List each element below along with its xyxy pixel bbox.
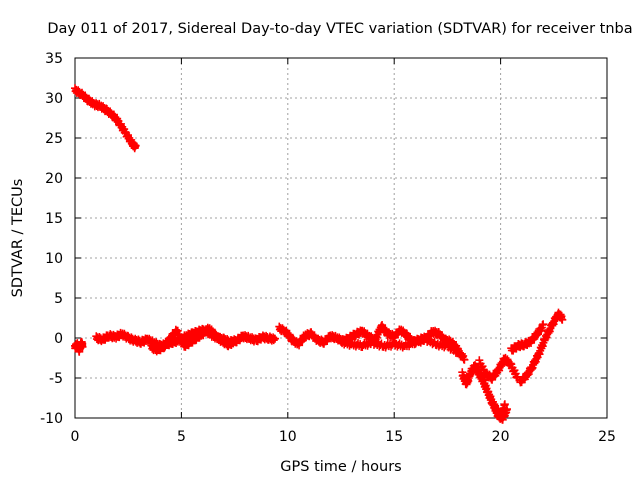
y-tick-label: 5 (54, 291, 63, 307)
data-point (539, 320, 548, 329)
x-tick-label: 5 (177, 429, 186, 445)
series-start-cluster (71, 337, 87, 356)
y-tick-label: 30 (45, 91, 63, 107)
data-point (500, 400, 509, 409)
axis-ticks: 0 5 10 15 20 25 -10 -5 0 5 10 15 20 25 30 35 (40, 51, 616, 445)
series-early-decline (71, 84, 140, 153)
x-tick-label: 0 (71, 429, 80, 445)
data-point (230, 337, 239, 346)
y-tick-label: 10 (45, 251, 63, 267)
series-dip-trace-d (507, 320, 548, 355)
series-recovery-trace (515, 308, 567, 387)
y-tick-label: -10 (40, 411, 63, 427)
data-points (71, 84, 567, 424)
series-main-trace-d (337, 334, 469, 364)
y-tick-label: 25 (45, 131, 63, 147)
grid-lines (75, 58, 607, 418)
data-point (131, 141, 140, 150)
series-dip-trace-c (490, 400, 511, 424)
data-point (502, 405, 511, 414)
y-axis-label: SDTVAR / TECUs (10, 179, 26, 298)
plot-area-frame (74, 57, 608, 419)
x-tick-label: 15 (385, 429, 403, 445)
chart-title: Day 011 of 2017, Sidereal Day-to-day VTE… (47, 21, 632, 37)
series-main-trace-b (147, 323, 239, 356)
x-tick-label: 20 (492, 429, 510, 445)
y-tick-label: 35 (45, 51, 63, 67)
data-point (460, 355, 469, 364)
data-point (558, 315, 567, 324)
x-axis-label: GPS time / hours (280, 459, 401, 475)
y-tick-label: 20 (45, 171, 63, 187)
data-point (271, 334, 280, 343)
y-tick-label: -5 (49, 371, 63, 387)
x-tick-label: 10 (279, 429, 297, 445)
y-tick-label: 15 (45, 211, 63, 227)
series-main-trace-c (275, 321, 463, 354)
series-dip-trace-b (475, 353, 522, 384)
y-tick-label: 0 (54, 331, 63, 347)
data-point (78, 342, 87, 351)
x-tick-label: 25 (598, 429, 616, 445)
